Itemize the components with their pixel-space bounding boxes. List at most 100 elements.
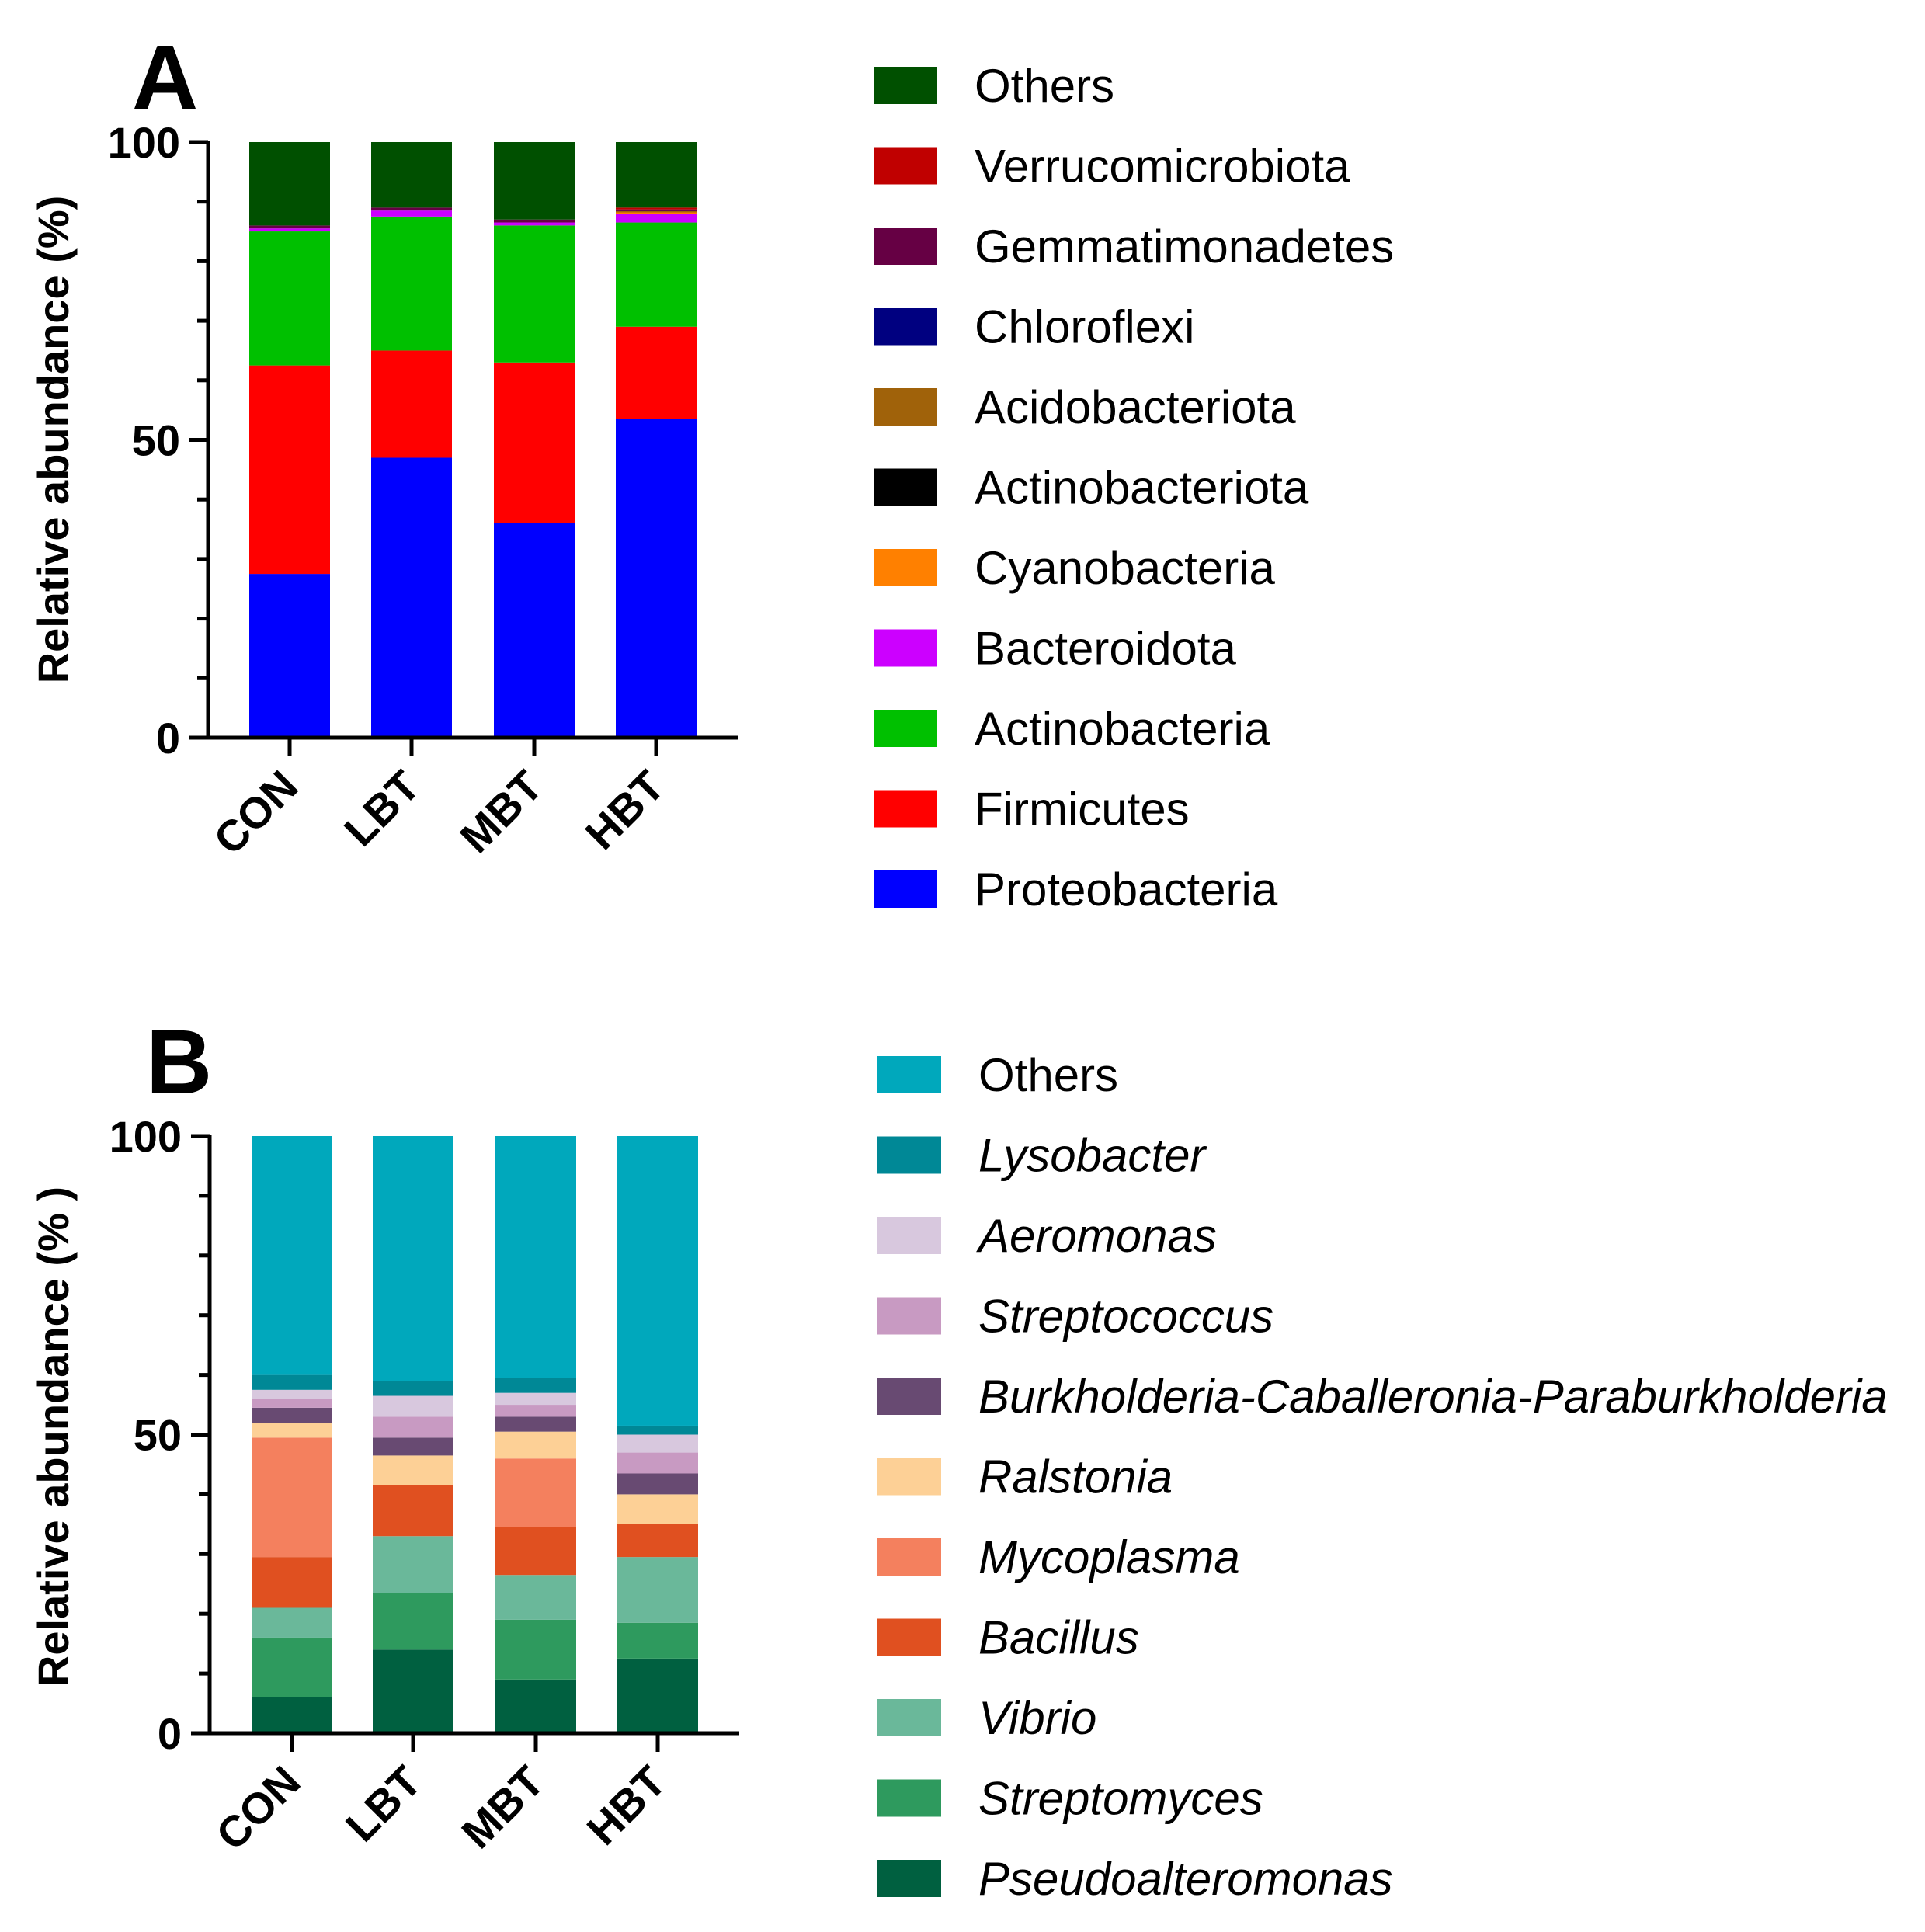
bar-b-mbt-mycoplasma xyxy=(495,1458,576,1527)
bar-b-mbt-ralstonia xyxy=(495,1431,576,1459)
bar-b-hbt-streptococcus xyxy=(617,1452,698,1474)
legend-swatch-a-gemmatimonadetes xyxy=(874,228,937,265)
panel-b-chart: 0 50 100 CON LBT MBT HBT Relative abundance (% … xyxy=(29,1112,739,1859)
bar-a-con-others xyxy=(249,142,330,226)
legend-swatch-a-proteobacteria xyxy=(874,870,937,908)
legend-label-b-bacillus: Bacillus xyxy=(978,1612,1139,1664)
y-tick-label-b-50: 50 xyxy=(134,1411,182,1460)
bar-b-lbt-bacillus xyxy=(373,1485,453,1537)
x-tick-label-a-hbt: HBT xyxy=(576,761,674,859)
legend-swatch-b-bacillus xyxy=(877,1618,941,1656)
bar-b-lbt-streptococcus xyxy=(373,1416,453,1438)
bar-b-hbt-pseudoalteromonas xyxy=(617,1658,698,1733)
bar-a-lbt-bacteroidota xyxy=(371,210,452,217)
y-tick-label-a-0: 0 xyxy=(156,714,180,763)
bar-b-hbt-lysobacter xyxy=(617,1425,698,1435)
legend-swatch-a-actinobacteria xyxy=(874,710,937,747)
bar-b-hbt-ralstonia xyxy=(617,1494,698,1524)
legend-swatch-b-ralstonia xyxy=(877,1458,941,1496)
legend-swatch-a-actinobacteriota xyxy=(874,468,937,506)
bar-a-mbt-actinobacteria xyxy=(494,225,575,363)
legend-swatch-a-bacteroidota xyxy=(874,629,937,667)
legend-label-a-cyanobacteria: Cyanobacteria xyxy=(975,542,1276,594)
bar-a-lbt-proteobacteria xyxy=(371,457,452,738)
bar-b-hbt-bacillus xyxy=(617,1524,698,1558)
panel-a-legend: Others Verrucomicrobiota Gemmatimonadetes C… xyxy=(874,60,1394,916)
legend-label-a-chloroflexi: Chloroflexi xyxy=(975,301,1194,353)
bar-a-lbt-firmicutes xyxy=(371,350,452,458)
bar-a-hbt-actinobacteria xyxy=(616,222,697,327)
bar-b-con-streptococcus xyxy=(252,1399,332,1408)
bar-a-hbt-proteobacteria xyxy=(616,419,697,738)
legend-label-b-streptococcus: Streptococcus xyxy=(978,1291,1273,1343)
bar-b-con-ralstonia xyxy=(252,1423,332,1438)
legend-label-a-actinobacteriota: Actinobacteriota xyxy=(975,462,1309,514)
legend-label-a-others: Others xyxy=(975,60,1114,112)
bar-b-mbt-lysobacter xyxy=(495,1378,576,1393)
x-tick-label-a-lbt: LBT xyxy=(335,761,429,856)
legend-swatch-b-streptococcus xyxy=(877,1297,941,1335)
legend-label-a-acidobacteriota: Acidobacteriota xyxy=(975,381,1296,433)
legend-swatch-b-pseudoalteromonas xyxy=(877,1860,941,1897)
bar-a-con-proteobacteria xyxy=(249,574,330,738)
bar-a-mbt-proteobacteria xyxy=(494,523,575,738)
bar-b-mbt-others xyxy=(495,1136,576,1378)
bar-b-mbt-pseudoalteromonas xyxy=(495,1679,576,1733)
bar-a-mbt-firmicutes xyxy=(494,362,575,523)
bar-b-lbt-others xyxy=(373,1136,453,1381)
legend-label-b-ralstonia: Ralstonia xyxy=(978,1451,1173,1503)
bar-b-mbt-burkholderia-caballeronia-paraburkholderia xyxy=(495,1416,576,1432)
x-tick-label-b-hbt: HBT xyxy=(578,1757,676,1854)
bar-a-lbt-gemmatimonadetes xyxy=(371,207,452,211)
legend-swatch-a-firmicutes xyxy=(874,790,937,828)
bar-b-hbt-streptomyces xyxy=(617,1622,698,1659)
legend-swatch-b-streptomyces xyxy=(877,1779,941,1817)
bar-a-hbt-bacteroidota xyxy=(616,214,697,223)
bar-b-hbt-others xyxy=(617,1136,698,1426)
bar-b-con-burkholderia-caballeronia-paraburkholderia xyxy=(252,1407,332,1423)
legend-swatch-a-cyanobacteria xyxy=(874,549,937,586)
bar-b-lbt-ralstonia xyxy=(373,1455,453,1485)
bar-b-mbt-streptococcus xyxy=(495,1405,576,1417)
bar-b-con-pseudoalteromonas xyxy=(252,1697,332,1733)
bar-a-hbt-firmicutes xyxy=(616,326,697,419)
bar-a-con-firmicutes xyxy=(249,365,330,575)
bar-a-hbt-cyanobacteria xyxy=(616,212,697,214)
legend-swatch-b-lysobacter xyxy=(877,1136,941,1174)
panel-a-letter: A xyxy=(132,26,198,129)
bar-b-hbt-burkholderia-caballeronia-paraburkholderia xyxy=(617,1473,698,1495)
bar-a-lbt-actinobacteria xyxy=(371,216,452,351)
legend-label-a-firmicutes: Firmicutes xyxy=(975,784,1190,836)
bar-a-con-gemmatimonadetes xyxy=(249,225,330,229)
bar-b-con-vibrio xyxy=(252,1607,332,1638)
bar-b-con-others xyxy=(252,1136,332,1375)
legend-label-a-verrucomicrobiota: Verrucomicrobiota xyxy=(975,141,1350,193)
legend-swatch-a-chloroflexi xyxy=(874,308,937,346)
legend-label-a-proteobacteria: Proteobacteria xyxy=(975,863,1278,916)
legend-swatch-b-burkholderia-caballeronia-paraburkholderia xyxy=(877,1378,941,1415)
x-tick-label-b-con: CON xyxy=(207,1757,310,1860)
legend-label-b-lysobacter: Lysobacter xyxy=(978,1130,1207,1182)
bar-b-mbt-vibrio xyxy=(495,1575,576,1620)
legend-swatch-a-acidobacteriota xyxy=(874,388,937,426)
legend-swatch-b-others xyxy=(877,1056,941,1093)
panel-b-legend: Others Lysobacter Aeromonas Streptococcus Bu… xyxy=(877,1049,1888,1905)
bar-b-con-aeromonas xyxy=(252,1389,332,1399)
legend-label-b-vibrio: Vibrio xyxy=(978,1692,1096,1744)
y-axis-title-a: Relative abundance (%) xyxy=(29,196,78,684)
bar-b-mbt-bacillus xyxy=(495,1527,576,1576)
x-tick-label-a-mbt: MBT xyxy=(450,761,551,862)
bar-b-con-bacillus xyxy=(252,1557,332,1608)
bar-b-lbt-pseudoalteromonas xyxy=(373,1649,453,1733)
legend-label-b-others: Others xyxy=(978,1049,1118,1101)
bar-a-hbt-verrucomicrobiota xyxy=(616,207,697,210)
bar-b-lbt-aeromonas xyxy=(373,1395,453,1417)
bar-b-hbt-aeromonas xyxy=(617,1434,698,1453)
x-tick-label-b-lbt: LBT xyxy=(336,1757,431,1851)
legend-swatch-a-verrucomicrobiota xyxy=(874,147,937,185)
legend-label-b-pseudoalteromonas: Pseudoalteromonas xyxy=(978,1853,1393,1905)
x-tick-label-b-mbt: MBT xyxy=(452,1757,553,1857)
bar-a-mbt-others xyxy=(494,142,575,220)
legend-label-a-gemmatimonadetes: Gemmatimonadetes xyxy=(975,221,1394,273)
